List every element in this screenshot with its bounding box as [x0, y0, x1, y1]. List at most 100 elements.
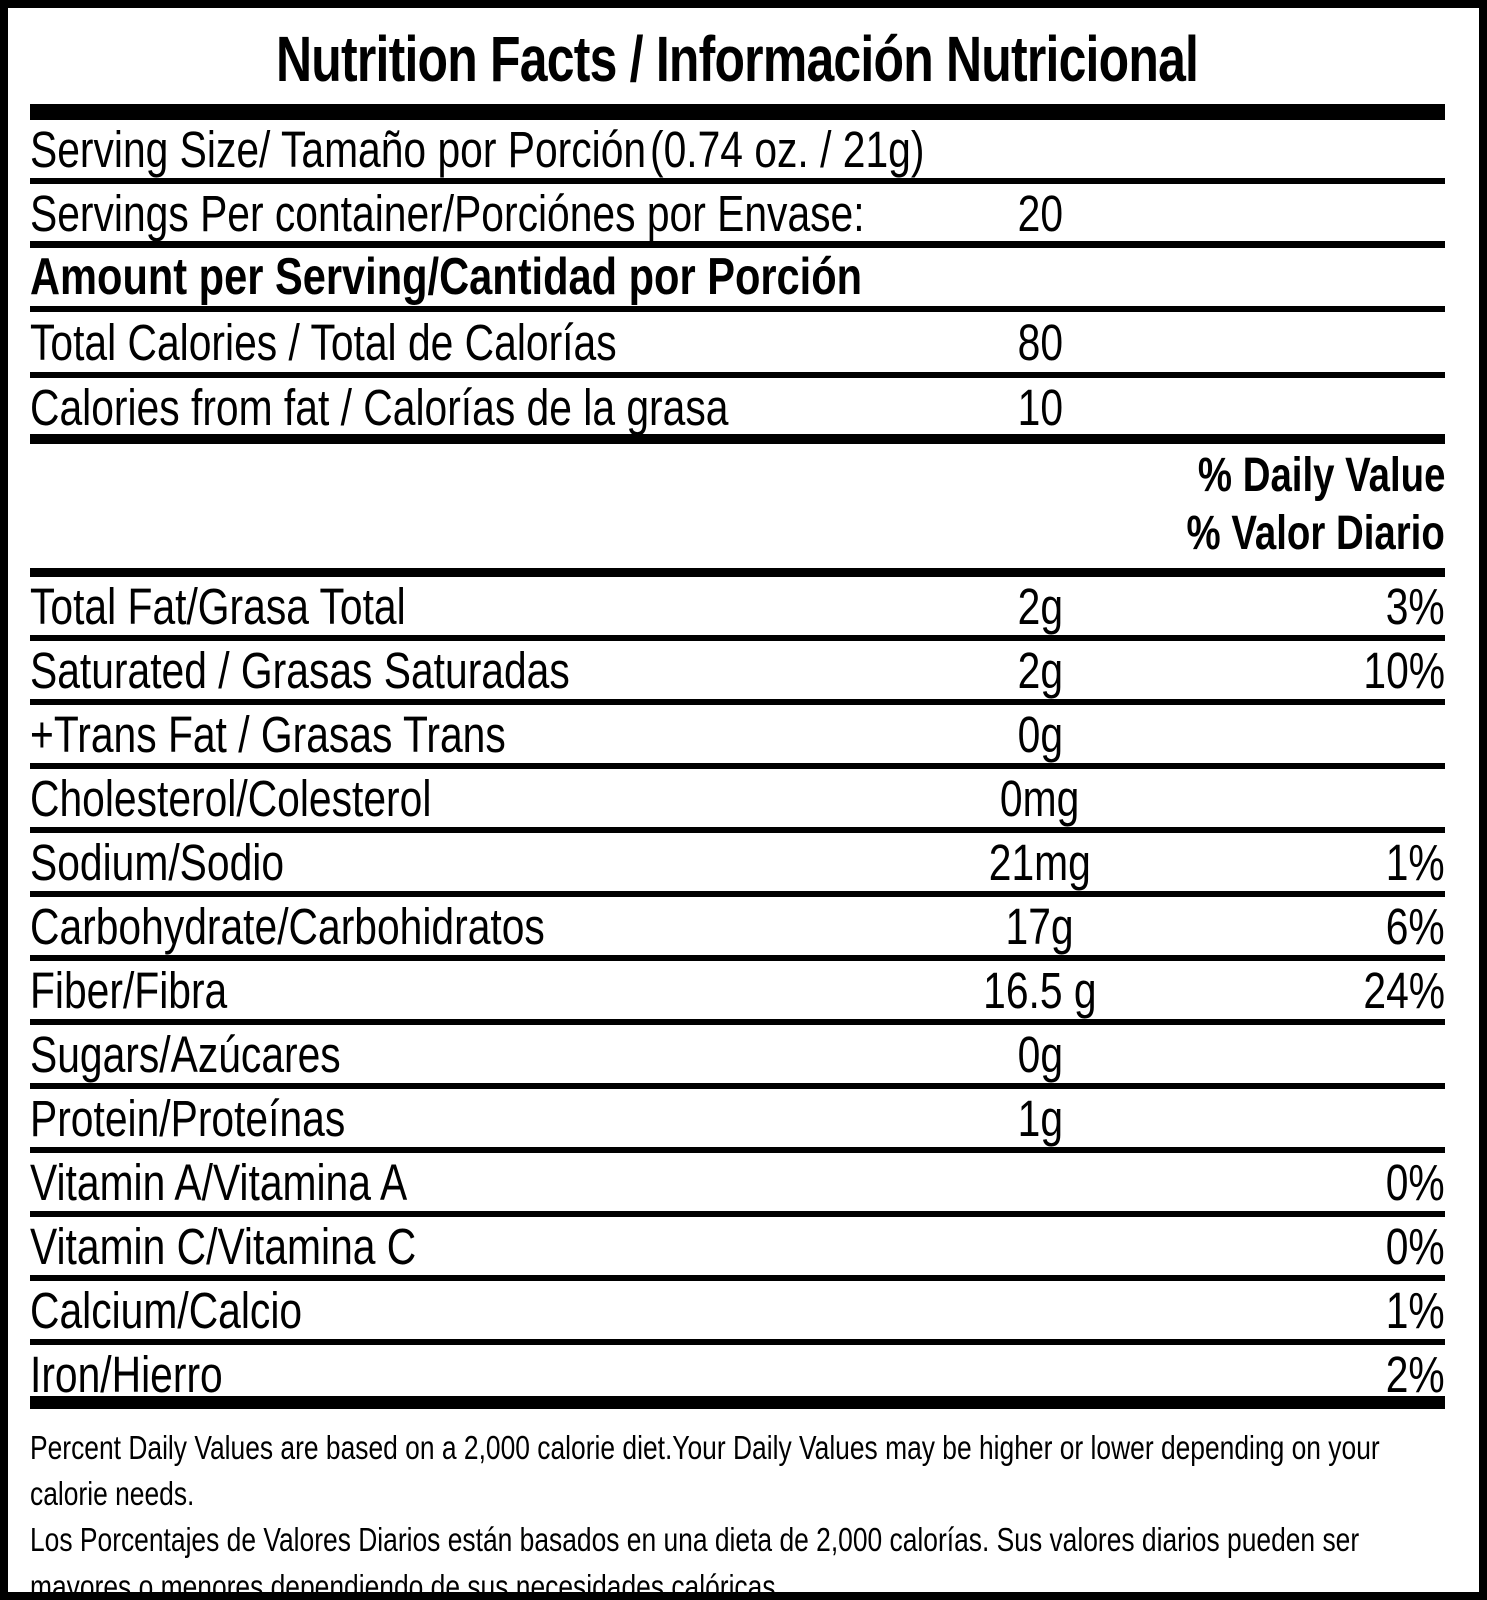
nutrient-row-percent-cell: 0%	[1250, 1153, 1445, 1212]
nutrient-row: Vitamin A/Vitamina A 0%	[30, 1153, 1445, 1217]
nutrient-row-percent: 0%	[1386, 1218, 1445, 1275]
nutrient-row-label: Vitamin A/Vitamina A	[30, 1154, 408, 1211]
nutrient-row-percent: 6%	[1386, 898, 1445, 955]
nutrient-row: Saturated / Grasas Saturadas 2g 10%	[30, 641, 1445, 705]
servings-per-container-row: Servings Per container/Porciónes por Env…	[30, 184, 1445, 248]
nutrient-row-label-cell: Fiber/Fibra	[30, 961, 830, 1020]
nutrient-row: +Trans Fat / Grasas Trans 0g	[30, 705, 1445, 769]
nutrient-row-amount-cell	[830, 1345, 1250, 1404]
nutrient-row: Protein/Proteínas 1g	[30, 1089, 1445, 1153]
nutrient-row-percent-cell	[1250, 769, 1445, 828]
nutrient-row: Vitamin C/Vitamina C 0%	[30, 1217, 1445, 1281]
nutrient-row-amount: 0mg	[1000, 770, 1080, 827]
nutrient-row-label-cell: Total Fat/Grasa Total	[30, 577, 830, 636]
nutrient-row-label-cell: +Trans Fat / Grasas Trans	[30, 705, 830, 764]
nutrient-row-label-cell: Sugars/Azúcares	[30, 1025, 830, 1084]
calorie-row-label: Calories from fat / Calorías de la grasa	[30, 379, 729, 436]
nutrient-row-percent: 3%	[1386, 578, 1445, 635]
nutrient-rows-section: Total Fat/Grasa Total 2g 3% Saturated / …	[30, 577, 1445, 1409]
calorie-row-label-cell: Total Calories / Total de Calorías	[30, 313, 830, 372]
nutrient-row-percent-cell: 1%	[1250, 1281, 1445, 1340]
nutrient-row-amount: 2g	[1017, 578, 1063, 635]
servings-per-container-label-cell: Servings Per container/Porciónes por Env…	[30, 184, 865, 243]
nutrient-row-label-cell: Vitamin A/Vitamina A	[30, 1153, 830, 1212]
nutrient-row-label: Cholesterol/Colesterol	[30, 770, 432, 827]
serving-size-label: Serving Size/ Tamaño por Porción	[30, 120, 647, 178]
nutrient-row-label: Sodium/Sodio	[30, 834, 285, 891]
nutrient-row: Sodium/Sodio 21mg 1%	[30, 833, 1445, 897]
nutrient-row-percent-cell: 3%	[1250, 577, 1445, 636]
nutrient-row-label: +Trans Fat / Grasas Trans	[30, 706, 506, 763]
serving-size-value-cell: (0.74 oz. / 21g)	[650, 120, 993, 179]
nutrient-row: Carbohydrate/Carbohidratos 17g 6%	[30, 897, 1445, 961]
nutrient-row: Total Fat/Grasa Total 2g 3%	[30, 577, 1445, 641]
nutrient-row-label-cell: Saturated / Grasas Saturadas	[30, 641, 830, 700]
daily-value-header-block: % Daily Value % Valor Diario	[30, 444, 1445, 577]
nutrient-row-percent: 0%	[1386, 1154, 1445, 1211]
serving-size-value: (0.74 oz. / 21g)	[650, 120, 925, 178]
serving-size-label-cell: Serving Size/ Tamaño por Porción	[30, 120, 650, 179]
footnote-english: Percent Daily Values are based on a 2,00…	[30, 1429, 1380, 1513]
nutrient-row-amount: 21mg	[988, 834, 1092, 891]
calorie-row-label-cell: Calories from fat / Calorías de la grasa	[30, 378, 830, 437]
servings-per-container-value-cell: 20	[830, 184, 1250, 243]
nutrient-row-percent: 24%	[1363, 962, 1445, 1019]
nutrient-row-percent-cell: 6%	[1250, 897, 1445, 956]
nutrient-row-amount-cell: 16.5 g	[830, 961, 1250, 1020]
nutrient-row-label: Sugars/Azúcares	[30, 1026, 341, 1083]
calorie-row-amount: 80	[1017, 313, 1063, 371]
nutrient-row-label: Carbohydrate/Carbohidratos	[30, 898, 545, 955]
serving-size-row: Serving Size/ Tamaño por Porción (0.74 o…	[30, 120, 1445, 184]
nutrient-row-amount-cell	[830, 1153, 1250, 1212]
footnote-text-block: Percent Daily Values are based on a 2,00…	[30, 1425, 1445, 1600]
nutrient-row: Iron/Hierro 2%	[30, 1345, 1445, 1409]
nutrient-row-amount-cell: 1g	[830, 1089, 1250, 1148]
nutrient-row: Calcium/Calcio 1%	[30, 1281, 1445, 1345]
nutrient-row-label: Total Fat/Grasa Total	[30, 578, 406, 635]
nutrient-row-amount: 0g	[1017, 706, 1063, 763]
servings-per-container-value: 20	[1017, 185, 1063, 242]
nutrient-row-label-cell: Protein/Proteínas	[30, 1089, 830, 1148]
amount-per-serving-header: Amount per Serving/Cantidad por Porción	[30, 248, 1445, 312]
daily-value-header-en-text: % Daily Value	[1197, 448, 1445, 502]
nutrient-row-percent-cell	[1250, 1089, 1445, 1148]
nutrient-row-amount-cell: 2g	[830, 641, 1250, 700]
nutrient-row-amount: 16.5 g	[983, 962, 1097, 1019]
footnote-spanish: Los Porcentajes de Valores Diarios están…	[30, 1521, 1360, 1600]
calorie-row-amount: 10	[1017, 379, 1063, 436]
nutrient-row-percent-cell: 10%	[1250, 641, 1445, 700]
nutrient-row-amount: 0g	[1017, 1026, 1063, 1083]
calorie-row-amount-cell: 10	[830, 378, 1250, 437]
nutrient-row-amount-cell: 0g	[830, 705, 1250, 764]
nutrient-row-label-cell: Sodium/Sodio	[30, 833, 830, 892]
calorie-row: Calories from fat / Calorías de la grasa…	[30, 378, 1445, 444]
page-title-text: Nutrition Facts / Información Nutriciona…	[276, 23, 1199, 95]
nutrient-row-amount-cell	[830, 1217, 1250, 1276]
nutrient-row-label: Iron/Hierro	[30, 1346, 223, 1403]
nutrient-row-amount: 2g	[1017, 642, 1063, 699]
footnote: Percent Daily Values are based on a 2,00…	[30, 1409, 1445, 1600]
nutrient-row-amount-cell: 0g	[830, 1025, 1250, 1084]
daily-value-header-en: % Daily Value	[30, 446, 1445, 504]
servings-per-container-label: Servings Per container/Porciónes por Env…	[30, 185, 865, 242]
nutrient-row-amount-cell: 0mg	[830, 769, 1250, 828]
nutrient-row-label-cell: Iron/Hierro	[30, 1345, 830, 1404]
nutrient-row-label: Fiber/Fibra	[30, 962, 228, 1019]
nutrient-row-percent: 1%	[1386, 834, 1445, 891]
daily-value-header-es-text: % Valor Diario	[1186, 506, 1445, 560]
nutrient-row: Fiber/Fibra 16.5 g 24%	[30, 961, 1445, 1025]
nutrient-row-percent-cell: 1%	[1250, 833, 1445, 892]
nutrient-row-amount-cell	[830, 1281, 1250, 1340]
nutrient-row-label: Calcium/Calcio	[30, 1282, 303, 1339]
nutrient-row-percent: 2%	[1386, 1346, 1445, 1403]
nutrient-row-label-cell: Vitamin C/Vitamina C	[30, 1217, 830, 1276]
nutrient-row: Cholesterol/Colesterol 0mg	[30, 769, 1445, 833]
title-divider-bar	[30, 104, 1445, 120]
calorie-rows-section: Total Calories / Total de Calorías 80 Ca…	[30, 312, 1445, 444]
nutrient-row-percent-cell: 0%	[1250, 1217, 1445, 1276]
nutrient-row-label-cell: Cholesterol/Colesterol	[30, 769, 830, 828]
nutrient-row-label: Protein/Proteínas	[30, 1090, 346, 1147]
calorie-row: Total Calories / Total de Calorías 80	[30, 312, 1445, 378]
nutrient-row-label: Vitamin C/Vitamina C	[30, 1218, 417, 1275]
